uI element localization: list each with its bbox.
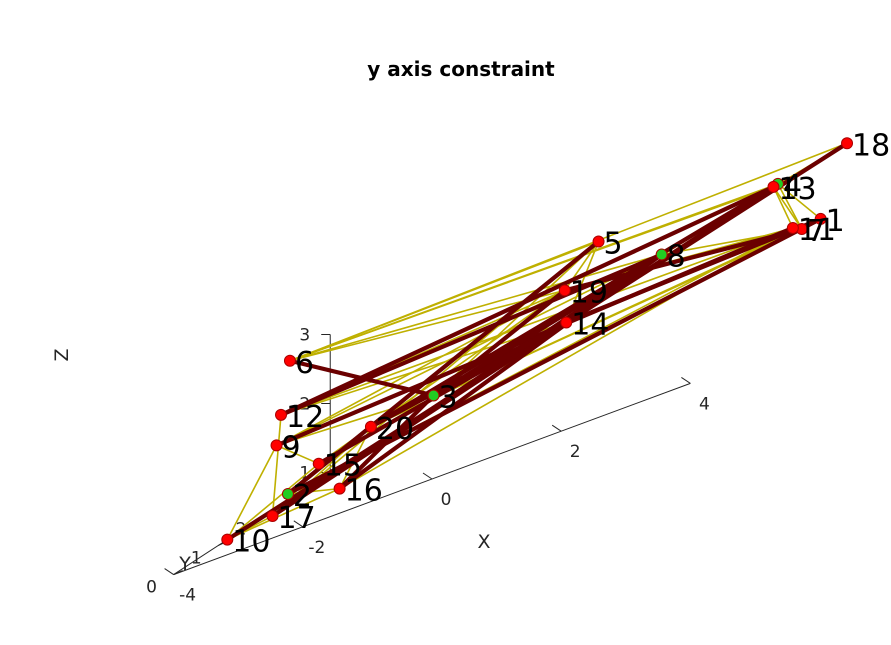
thick-edge-16-8 — [337, 252, 664, 491]
thin-edge-4-1 — [777, 183, 822, 220]
x-tick-label: 4 — [699, 394, 710, 414]
y-tick-label: 1 — [191, 548, 202, 568]
node-label-6: 6 — [295, 346, 314, 381]
node-18 — [841, 137, 854, 150]
node-label-18: 18 — [852, 128, 890, 163]
chart-title: y axis constraint — [367, 57, 555, 81]
thin-edge-12-17 — [271, 414, 282, 517]
node-8 — [655, 248, 668, 261]
node-label-8: 8 — [667, 240, 686, 275]
thin-edge-9-10 — [226, 445, 278, 540]
thin-edge-13-7 — [772, 186, 803, 230]
x-tick-mark — [164, 568, 174, 576]
x-tick-mark — [422, 472, 433, 480]
x-tick-label: 2 — [570, 442, 581, 462]
z-tick-label: 3 — [299, 326, 310, 346]
node-10 — [221, 533, 234, 546]
thick-edge-12-8 — [278, 252, 664, 417]
thin-edge-6-18 — [289, 142, 848, 362]
node-13 — [767, 180, 780, 193]
thin-edge-9-15 — [276, 444, 320, 465]
thick-edge-3-19 — [431, 288, 567, 398]
node-17 — [266, 509, 279, 522]
x-tick-mark — [681, 376, 691, 384]
y-tick-mark — [173, 570, 183, 576]
node-11 — [786, 221, 799, 234]
node-label-17: 17 — [278, 501, 316, 536]
thin-edge-12-11 — [280, 227, 794, 416]
node-label-12: 12 — [286, 400, 324, 435]
nodes — [221, 137, 854, 546]
node-1 — [814, 212, 827, 225]
node-label-5: 5 — [604, 227, 623, 262]
node-label-3: 3 — [439, 380, 458, 415]
node-19 — [558, 284, 571, 297]
thick-edge-14-1 — [564, 216, 823, 325]
node-label-1: 1 — [826, 204, 845, 239]
thin-edge-6-8 — [289, 253, 662, 362]
node-label-14: 14 — [571, 307, 609, 342]
node-15 — [312, 457, 325, 470]
node-label-19: 19 — [570, 275, 608, 310]
thin-edge-6-19 — [289, 289, 565, 362]
thin-edge-6-4 — [289, 183, 779, 362]
thick-edge-3-8 — [431, 252, 664, 398]
node-label-20: 20 — [376, 412, 414, 447]
node-12 — [275, 408, 287, 421]
node-2 — [281, 487, 294, 500]
thin-edge-13-11 — [772, 186, 794, 229]
node-16 — [333, 482, 346, 495]
node-20 — [364, 420, 377, 433]
thick-edge-15-14 — [316, 320, 569, 466]
node-label-9: 9 — [282, 430, 301, 465]
thick-edge-17-8 — [270, 252, 664, 519]
node-label-16: 16 — [345, 474, 383, 509]
thick-edge-16-3 — [337, 393, 436, 491]
node-6 — [283, 354, 296, 367]
x-tick-label: -4 — [179, 586, 196, 606]
node-9 — [270, 439, 283, 452]
node-label-2: 2 — [293, 479, 312, 514]
node-14 — [560, 316, 573, 329]
x-axis-label: X — [477, 531, 490, 553]
x-tick-mark — [551, 424, 562, 432]
x-tick-label: -2 — [308, 538, 325, 558]
z-axis-label: Z — [51, 348, 73, 361]
thin-edge-4-7 — [777, 183, 803, 230]
x-tick-mark — [293, 520, 304, 528]
thick-edges — [225, 141, 850, 542]
x-tick-label: 0 — [441, 490, 452, 510]
node-3 — [427, 389, 440, 402]
node-label-7: 7 — [807, 214, 826, 249]
node-label-13: 13 — [778, 172, 816, 207]
y-tick-label: 0 — [146, 578, 157, 598]
node-5 — [592, 235, 605, 248]
y-axis-label: Y — [178, 553, 191, 575]
thin-edge-10-16 — [226, 487, 340, 541]
node-label-4: 4 — [783, 169, 802, 204]
node-label-11: 11 — [798, 213, 836, 248]
node-label-10: 10 — [232, 525, 270, 560]
node-label-15: 15 — [324, 449, 362, 484]
z-tick-label: 1 — [299, 464, 310, 484]
